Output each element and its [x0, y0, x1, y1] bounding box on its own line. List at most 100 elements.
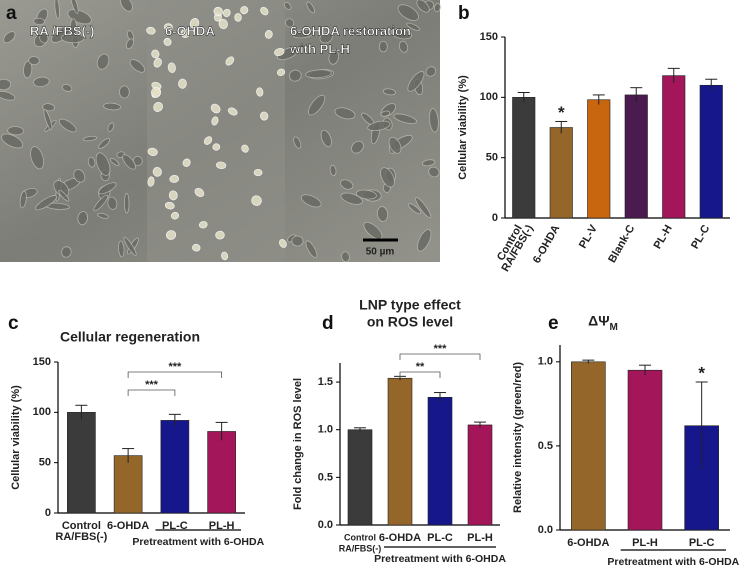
cell: [3, 31, 16, 44]
cell: [416, 0, 430, 13]
bar: [207, 431, 236, 514]
cell: [167, 62, 176, 73]
cell: [211, 116, 219, 126]
cell: [35, 195, 58, 211]
cell: [222, 8, 231, 18]
cell: [73, 169, 86, 183]
group-label: Pretreatment with 6-OHDA: [132, 536, 264, 548]
group-label: Pretreatment with 6-OHDA: [607, 556, 739, 568]
cell: [53, 180, 70, 198]
cell: [180, 28, 190, 38]
cell: [277, 46, 299, 61]
cell: [329, 164, 337, 177]
panel-label: e: [548, 313, 559, 334]
image-label: 6-OHDA: [165, 23, 215, 38]
cell: [376, 206, 389, 222]
bar: [571, 361, 606, 531]
cell: [415, 197, 432, 219]
cell: [393, 113, 417, 124]
cell: [425, 66, 437, 77]
cell: [70, 0, 79, 14]
cell: [260, 6, 269, 16]
cell: [283, 1, 292, 11]
cell: [147, 176, 155, 187]
panel-label: a: [6, 3, 17, 24]
cell: [19, 190, 27, 209]
x-tick-label: 6-OHDA: [567, 537, 609, 549]
x-tick-label: PL-C: [689, 537, 715, 549]
chart-title: Cellular regeneration: [60, 329, 200, 345]
cell: [42, 103, 55, 112]
cell: [125, 38, 135, 50]
bracket: [127, 389, 176, 396]
cell: [378, 40, 388, 53]
x-tick-label: PL-H: [209, 520, 235, 532]
x-tick-label: 6-OHDA: [379, 532, 421, 544]
cell: [0, 78, 12, 91]
cell: [107, 196, 118, 210]
bar: [624, 94, 648, 219]
cell: [163, 37, 172, 46]
cell: [95, 152, 111, 176]
cell: [43, 108, 53, 131]
y-tick-label: 100: [33, 406, 51, 418]
cell: [98, 182, 117, 195]
cell: [341, 251, 350, 263]
cell: [212, 143, 221, 151]
cell: [279, 239, 287, 248]
cell: [234, 13, 242, 22]
chart-title: LNP type effect: [359, 297, 461, 313]
scale-bar-label: 50 µm: [366, 247, 395, 258]
bar: [427, 397, 453, 526]
y-tick-label: 0.5: [538, 440, 553, 452]
cell: [320, 129, 332, 148]
cell: [308, 94, 326, 116]
cell: [240, 6, 249, 15]
x-tick-label: PL-C: [427, 532, 453, 544]
cell: [150, 87, 162, 98]
cell: [153, 57, 162, 68]
cell: [32, 17, 46, 26]
bracket-label: **: [416, 361, 425, 373]
cell: [300, 194, 322, 208]
cell: [340, 192, 363, 205]
image-label: with PL-H: [289, 41, 350, 56]
bar: [662, 75, 686, 219]
y-tick-label: 50: [486, 152, 498, 164]
y-tick-label: 1.0: [318, 424, 333, 436]
cell: [163, 23, 173, 31]
title-subscript: M: [610, 322, 618, 333]
cell: [251, 195, 262, 206]
group-label: Pretreatment with 6-OHDA: [374, 553, 506, 565]
significance: *: [698, 363, 705, 382]
bracket-label: ***: [434, 343, 448, 355]
cell: [58, 189, 70, 202]
cell: [428, 166, 440, 178]
y-axis-label: Cellular viability (%): [10, 385, 22, 490]
cell: [334, 107, 356, 120]
cell: [210, 103, 221, 114]
cell: [98, 138, 111, 149]
panel-label: b: [458, 3, 470, 24]
cell: [225, 56, 235, 66]
cell: [397, 4, 419, 21]
cell: [203, 136, 213, 145]
cell: [422, 159, 436, 167]
cell: [288, 69, 302, 82]
x-tick-label: Blank-C: [606, 223, 637, 265]
cell: [122, 154, 136, 170]
cell: [129, 59, 146, 73]
cell: [355, 189, 377, 200]
x-tick-label: Control: [344, 532, 376, 542]
cell: [152, 166, 162, 177]
bar: [347, 429, 373, 526]
cell: [417, 229, 432, 252]
cell: [256, 87, 264, 97]
cell: [165, 230, 177, 240]
x-tick-label: PL-C: [162, 520, 188, 532]
cell: [380, 110, 391, 117]
cell: [178, 78, 187, 89]
cell: [97, 212, 109, 219]
y-tick-label: 0.5: [318, 471, 333, 483]
cell: [285, 18, 295, 28]
